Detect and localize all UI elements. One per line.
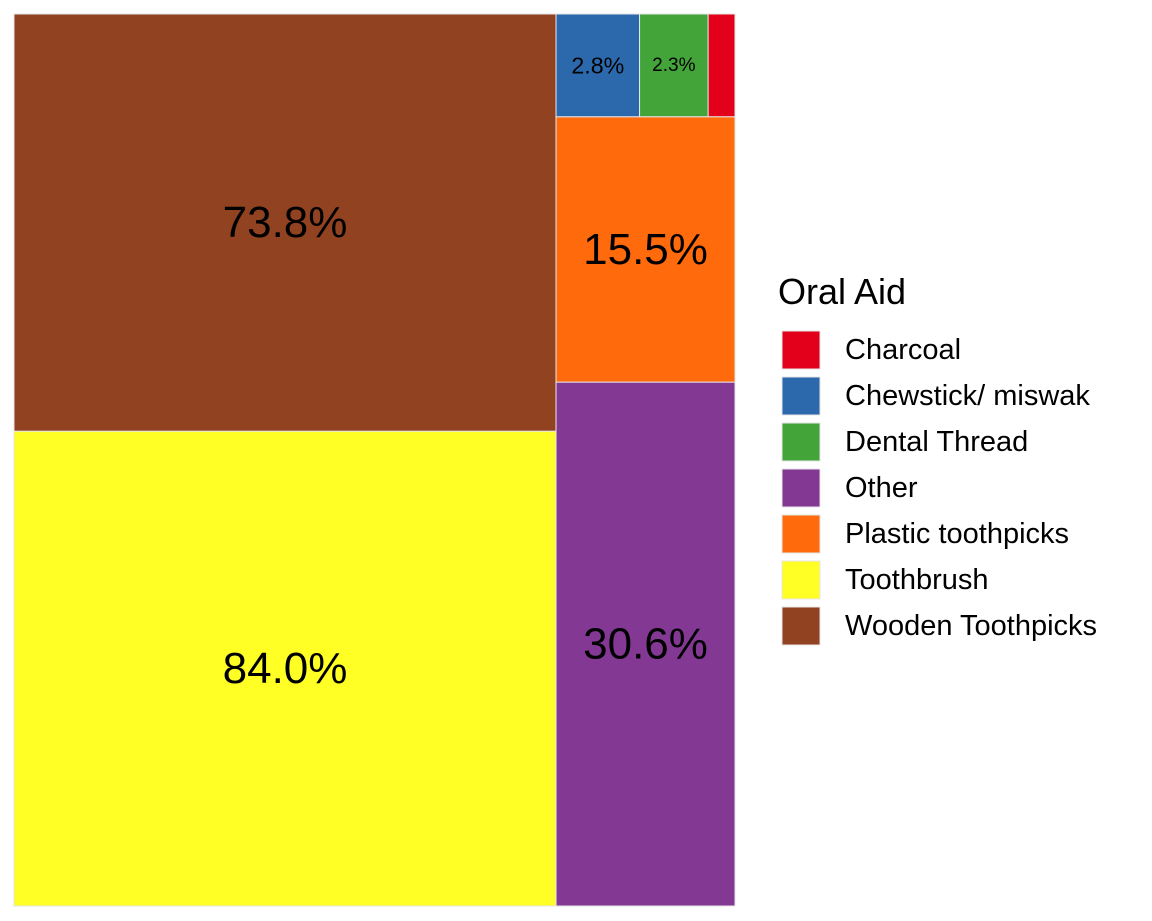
legend-label-wooden-toothpicks: Wooden Toothpicks [845, 610, 1097, 642]
tile-label-toothbrush: 84.0% [223, 644, 348, 693]
tile-chewstick-miswak [555, 13, 641, 118]
legend-key-toothbrush [781, 560, 821, 600]
tile-charcoal [707, 13, 736, 118]
legend-label-plastic-toothpicks: Plastic toothpicks [845, 518, 1069, 550]
tile-label-dental-thread: 2.3% [652, 55, 695, 76]
legend-title: Oral Aid [778, 271, 906, 312]
legend: Oral Aid Charcoal Chewstick/ miswak Dental… [778, 271, 1097, 646]
tile-dental-thread [639, 13, 709, 118]
tile-label-wooden-toothpicks: 73.8% [223, 198, 348, 247]
tile-plastic-toothpicks [555, 116, 736, 383]
legend-key-wooden-toothpicks [781, 606, 821, 646]
legend-key-charcoal [781, 330, 821, 370]
tile-label-plastic-toothpicks: 15.5% [583, 225, 708, 274]
legend-key-other [781, 468, 821, 508]
treemap-tiles: 84.0% 73.8% 30.6% 15.5% 2.8% 2.3% [13, 13, 736, 907]
legend-key-chewstick-miswak [781, 376, 821, 416]
legend-items: Charcoal Chewstick/ miswak Dental Thread Ot… [781, 330, 1097, 646]
legend-key-plastic-toothpicks [781, 514, 821, 554]
legend-key-dental-thread [781, 422, 821, 462]
tile-label-other: 30.6% [583, 620, 708, 669]
legend-label-chewstick-miswak: Chewstick/ miswak [845, 380, 1090, 412]
legend-label-charcoal: Charcoal [845, 334, 961, 366]
legend-label-other: Other [845, 472, 918, 504]
legend-label-toothbrush: Toothbrush [845, 564, 989, 596]
tile-label-chewstick-miswak: 2.8% [571, 52, 624, 78]
tile-toothbrush [13, 430, 557, 907]
tile-wooden-toothpicks [13, 13, 557, 432]
legend-label-dental-thread: Dental Thread [845, 426, 1028, 458]
